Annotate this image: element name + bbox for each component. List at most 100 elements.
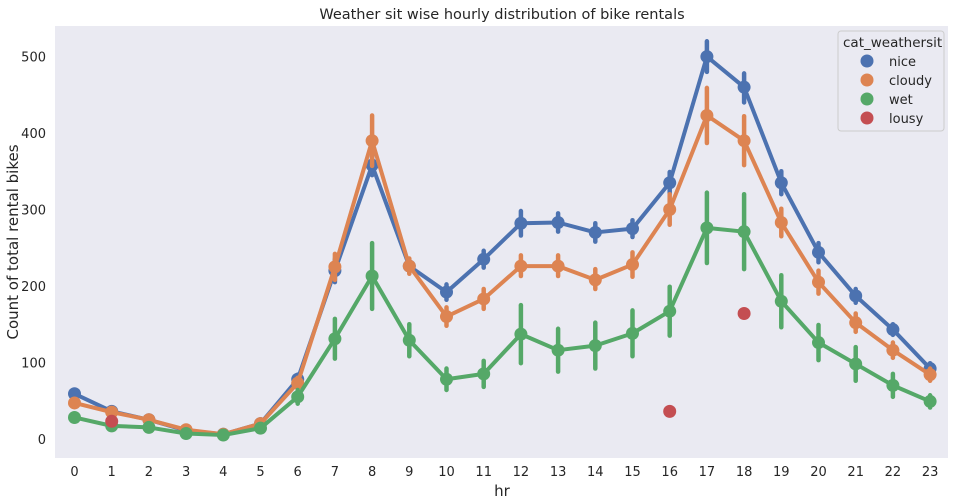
data-point <box>626 258 639 272</box>
data-point <box>812 275 825 289</box>
x-axis: 0 1 2 3 4 5 6 7 8 9 10 11 12 13 14 15 16 17 18 19 20 21 22 23 <box>70 465 938 480</box>
data-point <box>663 304 677 318</box>
legend-marker-wet <box>860 92 874 106</box>
data-point <box>626 222 639 236</box>
x-axis-label: hr <box>494 482 511 500</box>
data-point <box>402 333 416 347</box>
legend-items: nice cloudy wet lousy <box>860 54 932 127</box>
data-point <box>254 421 267 435</box>
legend-label-cloudy: cloudy <box>889 74 932 89</box>
x-tick-label: 9 <box>405 465 413 480</box>
data-point <box>737 134 751 148</box>
x-tick-label: 0 <box>70 465 78 480</box>
x-tick-label: 14 <box>587 465 604 480</box>
data-point <box>68 387 81 401</box>
data-point <box>774 176 788 190</box>
x-tick-label: 20 <box>810 465 827 480</box>
data-point <box>663 203 677 217</box>
data-point <box>588 339 602 353</box>
y-tick-label: 100 <box>21 356 46 371</box>
data-point <box>477 252 491 266</box>
x-tick-label: 8 <box>368 465 376 480</box>
data-point <box>774 216 788 230</box>
data-point <box>551 259 565 273</box>
x-tick-label: 11 <box>475 465 492 480</box>
data-point <box>588 273 602 287</box>
x-tick-label: 16 <box>661 465 678 480</box>
series-layer <box>68 39 937 442</box>
data-point <box>291 390 305 404</box>
y-tick-label: 200 <box>21 280 46 295</box>
data-point <box>477 367 491 381</box>
x-tick-label: 4 <box>219 465 227 480</box>
data-point <box>737 225 751 239</box>
data-point <box>663 404 677 418</box>
data-point <box>105 414 119 428</box>
data-point <box>179 427 193 441</box>
legend-marker-cloudy <box>860 73 874 87</box>
data-point <box>291 376 305 390</box>
data-point <box>105 405 119 419</box>
series-lousy <box>105 306 751 428</box>
x-tick-label: 7 <box>331 465 339 480</box>
y-tick-label: 300 <box>21 204 46 219</box>
y-tick-label: 500 <box>21 51 46 66</box>
data-point <box>477 292 491 306</box>
x-tick-label: 23 <box>922 465 939 480</box>
legend-label-wet: wet <box>889 93 913 108</box>
series-wet <box>68 190 937 442</box>
data-point <box>700 221 714 235</box>
legend-label-nice: nice <box>889 55 916 70</box>
data-point <box>812 336 825 350</box>
data-point <box>440 372 453 386</box>
x-tick-label: 5 <box>256 465 264 480</box>
data-point <box>68 396 81 410</box>
data-point <box>886 343 900 357</box>
data-point <box>588 225 602 239</box>
x-tick-label: 18 <box>736 465 753 480</box>
x-tick-label: 17 <box>699 465 716 480</box>
data-point <box>440 285 453 299</box>
legend: cat_weathersit nice cloudy wet lousy <box>837 30 945 132</box>
data-point <box>849 289 863 303</box>
x-tick-label: 13 <box>550 465 567 480</box>
y-tick-label: 0 <box>38 433 46 448</box>
x-tick-label: 1 <box>108 465 116 480</box>
data-point <box>142 420 156 434</box>
legend-label-lousy: lousy <box>889 112 924 127</box>
data-point <box>923 394 937 408</box>
data-point <box>626 326 639 340</box>
legend-marker-nice <box>860 54 874 68</box>
data-point <box>551 216 565 230</box>
data-point <box>402 259 416 273</box>
data-point <box>551 343 565 357</box>
y-tick-label: 400 <box>21 127 46 142</box>
data-point <box>886 323 900 337</box>
x-tick-label: 3 <box>182 465 190 480</box>
data-point <box>886 378 900 392</box>
x-tick-label: 15 <box>624 465 641 480</box>
data-point <box>365 134 379 148</box>
x-tick-label: 22 <box>885 465 902 480</box>
y-axis-label: Count of total rental bikes <box>4 144 22 339</box>
x-tick-label: 6 <box>294 465 302 480</box>
x-tick-label: 19 <box>773 465 790 480</box>
data-point <box>700 108 714 122</box>
data-point <box>737 80 751 94</box>
data-point <box>440 310 453 324</box>
legend-title: cat_weathersit <box>843 35 942 51</box>
legend-marker-lousy <box>860 111 874 125</box>
data-point <box>774 294 788 308</box>
data-point <box>328 260 342 274</box>
data-point <box>514 259 528 273</box>
data-point <box>700 50 714 64</box>
data-point <box>737 306 751 320</box>
x-tick-label: 21 <box>847 465 864 480</box>
data-point <box>514 327 528 341</box>
data-point <box>514 216 528 230</box>
data-point <box>849 316 863 330</box>
chart-title: Weather sit wise hourly distribution of … <box>319 7 684 23</box>
data-point <box>923 368 937 382</box>
y-axis: 0 100 200 300 400 500 <box>21 51 46 448</box>
